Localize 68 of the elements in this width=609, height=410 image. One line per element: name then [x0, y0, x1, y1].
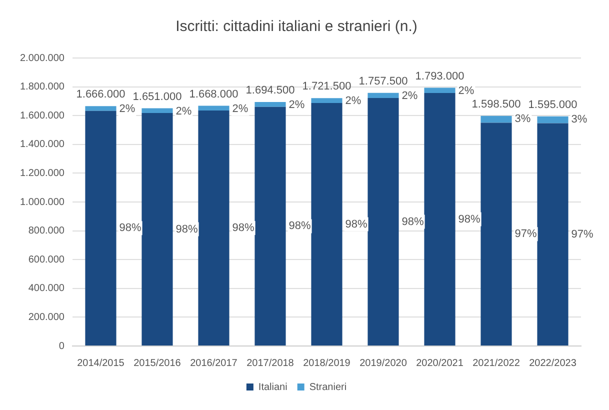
y-tick-label: 400.000 — [28, 283, 65, 294]
annotation: 97% — [514, 228, 538, 240]
total-label: 1.721.500 — [302, 80, 352, 93]
annotation: 2% — [232, 102, 248, 115]
annotation: 2% — [288, 99, 305, 112]
x-tick-label: 2018/2019 — [303, 358, 351, 369]
total-label: 1.694.500 — [246, 84, 295, 97]
bar — [368, 98, 399, 346]
x-tick-label: 2017/2018 — [246, 358, 294, 369]
x-tick-label: 2020/2021 — [416, 358, 464, 369]
y-tick-label: 1.000.000 — [20, 196, 65, 208]
total-label: 1.595.000 — [528, 98, 578, 111]
y-tick-label: 2.000.000 — [20, 52, 65, 64]
bar — [537, 123, 568, 346]
bar — [537, 116, 568, 124]
bar — [85, 110, 116, 346]
legend-label: Stranieri — [309, 382, 347, 393]
y-tick-label: 800.000 — [28, 226, 65, 237]
bar — [198, 110, 230, 346]
x-tick-label: 2015/2016 — [134, 358, 182, 369]
annotation: 97% — [571, 228, 594, 240]
annotation: 3% — [514, 112, 531, 125]
x-tick-label: 2021/2022 — [472, 358, 520, 369]
annotation: 2% — [402, 90, 418, 102]
annotation: 98% — [458, 213, 481, 226]
annotation: 98% — [345, 218, 368, 230]
annotation: 2% — [345, 95, 362, 108]
chart-title: Iscritti: cittadini italiani e stranieri (n.) — [176, 18, 418, 36]
y-tick-label: 200.000 — [28, 312, 65, 323]
bar — [254, 106, 286, 346]
bar — [142, 108, 173, 114]
x-tick-label: 2014/2015 — [77, 358, 125, 369]
total-label: 1.757.500 — [358, 75, 408, 88]
bar — [311, 98, 342, 103]
bar — [480, 116, 512, 123]
bar — [254, 102, 286, 107]
annotation: 2% — [176, 105, 192, 118]
bar — [480, 122, 512, 346]
y-tick-label: 1.800.000 — [20, 82, 65, 93]
y-tick-label: 1.400.000 — [20, 139, 65, 150]
y-tick-label: 600.000 — [28, 254, 65, 266]
bar — [142, 113, 173, 346]
annotation: 98% — [119, 222, 142, 234]
bar — [311, 103, 342, 346]
bar — [85, 106, 116, 111]
annotation: 2% — [119, 103, 136, 116]
total-label: 1.598.500 — [472, 98, 521, 110]
x-tick-label: 2019/2020 — [360, 358, 408, 369]
bar — [424, 92, 456, 346]
x-tick-label: 2016/2017 — [190, 358, 238, 369]
total-label: 1.651.000 — [132, 90, 182, 103]
x-tick-label: 2022/2023 — [529, 358, 577, 369]
annotation: 2% — [458, 84, 474, 97]
total-label: 1.668.000 — [189, 88, 238, 100]
annotation: 98% — [232, 222, 255, 234]
total-label: 1.666.000 — [76, 88, 126, 101]
y-tick-label: 1.200.000 — [20, 168, 65, 179]
annotation: 98% — [176, 223, 198, 236]
bar — [198, 106, 230, 111]
legend-label: Italiani — [258, 382, 288, 393]
annotation: 98% — [402, 216, 424, 228]
annotation: 98% — [288, 220, 312, 232]
bar — [368, 92, 399, 98]
total-label: 1.793.000 — [415, 70, 464, 82]
bar — [424, 88, 456, 93]
y-tick-label: 0 — [58, 340, 65, 352]
y-tick-label: 1.600.000 — [20, 110, 65, 122]
annotation: 3% — [571, 113, 588, 126]
